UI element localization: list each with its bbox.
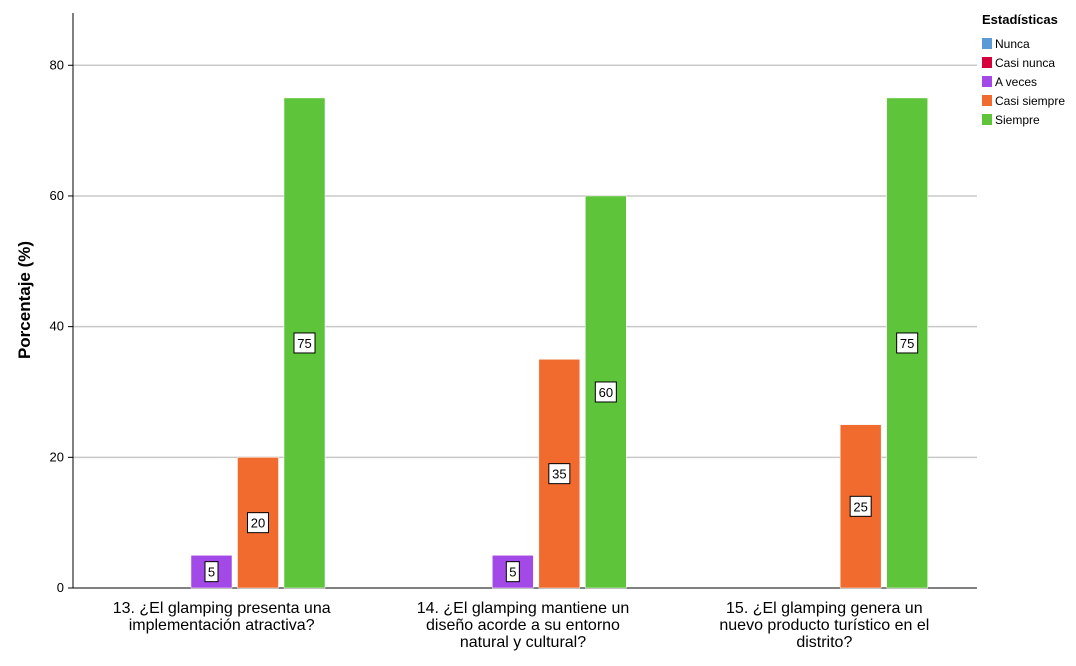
data-label-box	[293, 332, 316, 354]
data-label-box	[247, 512, 269, 534]
data-label: 60	[594, 381, 617, 403]
category-label: 14. ¿El glamping mantiene un diseño acord…	[417, 600, 630, 651]
category-label: 13. ¿El glamping presenta una implementac…	[113, 600, 331, 634]
category-label-line: 14. ¿El glamping mantiene un	[417, 600, 630, 617]
data-label: 5	[204, 561, 219, 583]
legend-entry: Siempre	[995, 113, 1040, 127]
y-tick-label: 60	[50, 188, 64, 203]
data-label-box	[204, 561, 219, 583]
y-tick-label: 80	[50, 57, 64, 72]
y-tick-label: 40	[50, 319, 64, 334]
data-label-text: 5	[208, 565, 215, 580]
legend-entry: Casi siempre	[995, 94, 1065, 108]
category-labels: 13. ¿El glamping presenta una implementac…	[113, 600, 930, 651]
category-label-line: distrito?	[796, 634, 852, 651]
category-label-line: implementación atractiva?	[129, 617, 315, 634]
data-label-text: 20	[251, 516, 265, 531]
legend-swatch	[982, 57, 992, 68]
legend-swatch	[982, 95, 992, 106]
data-label-text: 60	[599, 385, 613, 400]
legend-swatch	[982, 76, 992, 87]
y-tick-label: 20	[50, 449, 64, 464]
data-label-box	[594, 381, 617, 403]
category-label-line: nuevo producto turístico en el	[719, 617, 929, 634]
data-label: 25	[849, 495, 872, 517]
legend-swatch	[982, 38, 992, 49]
y-axis-label: Porcentaje (%)	[15, 241, 34, 359]
data-label: 75	[896, 332, 919, 354]
y-tick-label: 0	[57, 580, 64, 595]
legend-entry: A veces	[995, 75, 1037, 89]
legend-entry: Nunca	[995, 37, 1030, 51]
data-label-text: 5	[509, 565, 516, 580]
legend-title: Estadísticas	[982, 12, 1058, 27]
data-label-text: 75	[900, 336, 914, 351]
category-label-line: natural y cultural?	[460, 634, 586, 651]
data-label-box	[548, 463, 571, 485]
legend-swatch	[982, 114, 992, 125]
legend: Estadísticas Nunca Casi nunca A veces Casi …	[982, 12, 1065, 127]
category-label-line: 13. ¿El glamping presenta una	[113, 600, 331, 617]
data-label: 20	[247, 512, 269, 534]
gridlines	[73, 64, 977, 459]
data-labels: 5 20 75 5 35 60 25 75	[204, 332, 919, 583]
data-label-text: 75	[297, 336, 311, 351]
y-axis-ticks: 0 20 40 60 80	[50, 57, 73, 595]
data-label-box	[505, 561, 520, 583]
data-label-text: 35	[552, 467, 566, 482]
data-label: 35	[548, 463, 571, 485]
category-label: 15. ¿El glamping genera un nuevo producto…	[719, 600, 929, 651]
category-label-line: diseño acorde a su entorno	[426, 617, 620, 634]
data-label-text: 25	[853, 499, 867, 514]
data-label-box	[896, 332, 919, 354]
data-label-box	[849, 495, 872, 517]
data-label: 5	[505, 561, 520, 583]
legend-entry: Casi nunca	[995, 56, 1055, 70]
data-label: 75	[293, 332, 316, 354]
category-label-line: 15. ¿El glamping genera un	[726, 600, 923, 617]
